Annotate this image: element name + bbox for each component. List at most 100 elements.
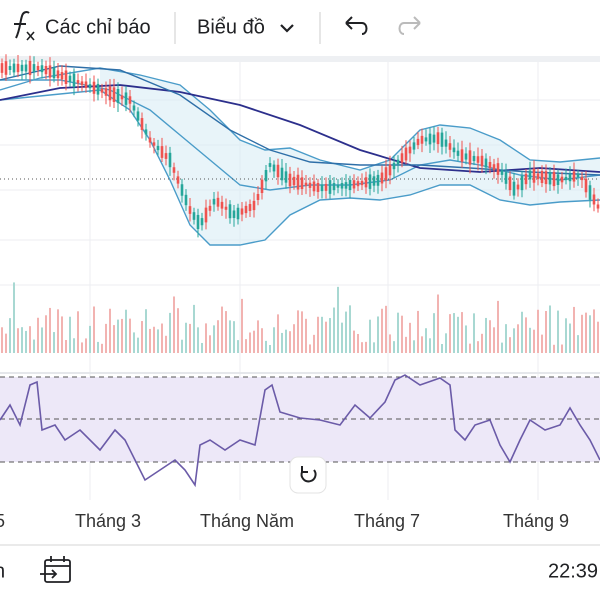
- volume-bar: [213, 325, 215, 353]
- x-axis-label: Tháng 9: [503, 511, 569, 531]
- candle-body: [56, 70, 60, 79]
- candle-body: [252, 200, 256, 211]
- volume-bar: [121, 318, 123, 353]
- candle-body: [452, 147, 456, 153]
- candle-body: [320, 184, 324, 192]
- candle-body: [556, 174, 560, 185]
- candle-body: [464, 153, 468, 160]
- undo-button[interactable]: [345, 16, 368, 35]
- volume-bar: [545, 310, 547, 353]
- candle-body: [492, 164, 496, 170]
- volume-bar: [401, 315, 403, 353]
- x-axis-label: Tháng 3: [75, 511, 141, 531]
- dropdown-icon: [280, 24, 294, 33]
- candle-body: [188, 206, 192, 214]
- volume-bar: [185, 322, 187, 353]
- candle-body: [548, 172, 552, 185]
- volume-bar: [49, 307, 51, 353]
- candle-body: [136, 111, 140, 121]
- candle-body: [480, 155, 484, 167]
- volume-bar: [229, 320, 231, 353]
- volume-bar: [329, 318, 331, 353]
- rsi-line: [0, 374, 600, 488]
- candle-body: [332, 183, 336, 191]
- candle-body: [28, 60, 32, 76]
- chart-type-button[interactable]: Biểu đồ: [197, 16, 294, 38]
- candle-body: [40, 65, 44, 73]
- toolbar: [0, 0, 600, 56]
- candle-body: [552, 171, 556, 187]
- chart-type-label[interactable]: Biểu đồ: [197, 16, 265, 38]
- band-fill: [100, 68, 600, 245]
- candle-body: [68, 75, 72, 82]
- candle-body: [408, 146, 412, 154]
- candle-body: [108, 86, 112, 101]
- volume-bar: [125, 309, 127, 353]
- volume-bar: [397, 312, 399, 353]
- volume-bar: [561, 344, 563, 353]
- x-axis-label: Tháng Năm: [200, 511, 294, 531]
- volume-bar: [481, 333, 483, 353]
- candle-body: [52, 67, 56, 79]
- volume-bar: [277, 314, 279, 353]
- candle-body: [436, 132, 440, 145]
- volume-bar: [317, 316, 319, 353]
- volume-bar: [217, 320, 219, 353]
- volume-bar: [241, 298, 243, 353]
- reset-button-bg[interactable]: [289, 456, 327, 494]
- candle-body: [172, 167, 176, 173]
- volume-bar: [89, 325, 91, 353]
- volume-bar: [453, 313, 455, 353]
- candle-body: [536, 173, 540, 180]
- candle-body: [296, 174, 300, 190]
- volume-bar: [249, 332, 251, 353]
- volume-bar: [425, 328, 427, 353]
- candle-body: [444, 139, 448, 147]
- volume-bar: [501, 342, 503, 353]
- volume-bar: [353, 330, 355, 353]
- volume-bar: [101, 343, 103, 353]
- candle-body: [472, 155, 476, 162]
- candle-body: [596, 204, 600, 209]
- candle-body: [284, 171, 288, 183]
- candle-body: [564, 176, 568, 181]
- candle-body: [220, 201, 224, 209]
- reset-icon: [300, 466, 317, 483]
- reset-button[interactable]: [289, 456, 327, 494]
- candle-body: [384, 167, 388, 181]
- indicator-button[interactable]: Các chỉ báo: [14, 11, 151, 41]
- candle-body: [144, 129, 148, 135]
- candle-body: [580, 176, 584, 181]
- volume-bar: [117, 319, 119, 353]
- volume-bar: [245, 339, 247, 353]
- volume-bar: [309, 344, 311, 353]
- volume-bar: [13, 282, 15, 353]
- volume-bar: [313, 334, 315, 353]
- x-axis-label: 5: [0, 511, 5, 531]
- candle-body: [488, 162, 492, 168]
- candle-body: [60, 72, 64, 80]
- fx-icon-x: [26, 31, 35, 41]
- candle-body: [180, 184, 184, 196]
- volume-bar: [149, 328, 151, 353]
- volume-bar: [129, 318, 131, 353]
- redo-button[interactable]: [398, 16, 421, 35]
- volume-bar: [437, 294, 439, 353]
- candle-body: [0, 63, 4, 73]
- candle-body: [476, 156, 480, 163]
- panel-divider: [0, 372, 600, 374]
- candle-body: [308, 182, 312, 188]
- candle-body: [24, 64, 28, 72]
- volume-bar: [449, 314, 451, 353]
- volume-bar: [61, 316, 63, 353]
- candle-body: [12, 63, 16, 73]
- go-to-date-button[interactable]: [40, 556, 71, 583]
- candle-body: [588, 185, 592, 200]
- volume-bar: [485, 317, 487, 353]
- candle-body: [232, 210, 236, 218]
- candle-body: [96, 83, 100, 95]
- volume-bar: [189, 323, 191, 353]
- indicators-label[interactable]: Các chỉ báo: [45, 16, 151, 38]
- volume-bar: [517, 324, 519, 353]
- volume-bar: [433, 313, 435, 353]
